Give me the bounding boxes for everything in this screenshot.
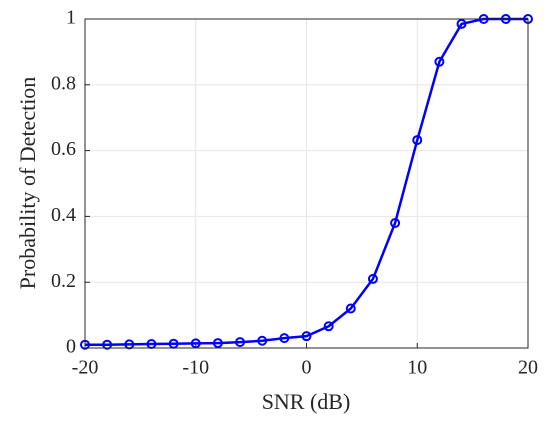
data-point xyxy=(212,338,223,349)
data-point xyxy=(257,335,268,346)
data-point xyxy=(279,333,290,344)
data-point xyxy=(367,273,378,284)
data-point xyxy=(301,331,312,342)
data-point xyxy=(390,217,401,228)
x-axis-label: SNR (dB) xyxy=(262,389,351,414)
y-tick-label: 0 xyxy=(66,336,76,358)
data-point xyxy=(323,321,334,332)
x-tick-label: 10 xyxy=(407,357,427,379)
y-tick-label: 0.6 xyxy=(51,138,76,160)
y-tick-label: 1 xyxy=(66,7,76,29)
y-axis-label: Probability of Detection xyxy=(15,77,40,290)
data-line xyxy=(85,17,528,346)
x-tick-label: -10 xyxy=(182,357,209,379)
data-point xyxy=(412,135,423,146)
data-point xyxy=(345,303,356,314)
data-point xyxy=(235,337,246,348)
y-tick-label: 0.4 xyxy=(51,204,76,226)
x-tick-label: -20 xyxy=(72,357,99,379)
x-tick-label: 0 xyxy=(302,357,312,379)
x-tick-label: 20 xyxy=(518,357,538,379)
data-point xyxy=(102,339,113,350)
y-tick-label: 0.8 xyxy=(51,72,76,94)
data-point xyxy=(456,18,467,29)
y-tick-label: 0.2 xyxy=(51,270,76,292)
data-point xyxy=(434,56,445,67)
